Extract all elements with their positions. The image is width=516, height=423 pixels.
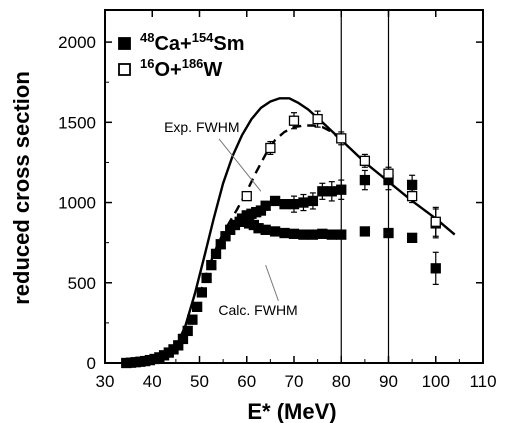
filled-square-marker [206, 259, 217, 271]
y-tick-label: 2000 [58, 33, 96, 52]
open-square-marker [430, 216, 441, 227]
filled-square-marker [288, 198, 300, 210]
filled-square-marker [260, 224, 271, 235]
x-tick-label: 30 [96, 372, 115, 391]
filled-square-marker [269, 226, 281, 237]
x-tick-label: 100 [422, 372, 450, 391]
y-tick-label: 0 [87, 354, 96, 373]
legend-label: 16O+186W [140, 56, 222, 81]
x-tick-label: 110 [469, 372, 496, 391]
filled-square-marker [196, 287, 208, 298]
y-tick-label: 500 [68, 274, 96, 293]
x-tick-label: 50 [190, 372, 209, 391]
x-axis-title: E* (MeV) [247, 399, 336, 423]
solid-curve [165, 97, 456, 361]
legend-label: 48Ca+154Sm [140, 30, 245, 55]
filled-square-marker [298, 229, 309, 240]
x-tick-label: 90 [379, 372, 398, 391]
filled-square-marker [406, 232, 418, 243]
x-tick-label: 60 [237, 372, 256, 391]
y-tick-label: 1000 [58, 194, 96, 213]
filled-square-marker [279, 198, 290, 210]
filled-square-marker [288, 228, 300, 239]
filled-square-marker [210, 248, 222, 260]
annotations: Exp. FWHM Calc. FWHM [164, 119, 298, 318]
open-square-marker [265, 142, 276, 154]
annotation-pointer [265, 264, 279, 302]
y-tick-label: 1500 [58, 113, 96, 132]
open-square-marker [312, 113, 323, 125]
filled-square-marker [269, 195, 281, 207]
filled-square-marker [359, 226, 371, 237]
axis-ticks: 30 40 50 60 70 80 90 100 110 0 500 1000 1500 2000 [58, 10, 497, 391]
filled-square-marker [201, 272, 212, 284]
filled-square-marker [326, 186, 337, 197]
open-square-marker [359, 155, 371, 166]
open-square-marker [336, 133, 347, 144]
filled-square-marker [187, 314, 198, 325]
filled-square-marker [430, 263, 441, 274]
data-points [121, 110, 441, 369]
filled-square-marker [307, 195, 319, 207]
x-tick-label: 40 [143, 372, 162, 391]
legend-open-square-icon [118, 63, 131, 76]
filled-square-marker [383, 227, 394, 239]
x-tick-label: 80 [332, 372, 351, 391]
x-tick-label: 70 [285, 372, 304, 391]
filled-square-marker [298, 197, 309, 208]
filled-square-marker [182, 325, 193, 337]
annotation-pointer [218, 138, 262, 192]
open-square-marker [383, 168, 394, 179]
open-square-marker [406, 190, 418, 202]
filled-square-marker [317, 186, 328, 197]
filled-square-marker [336, 229, 347, 240]
filled-square-marker [260, 200, 271, 211]
y-axis-title: reduced cross section [9, 71, 34, 305]
filled-square-marker [359, 174, 371, 186]
filled-square-marker [326, 229, 337, 240]
filled-square-marker [307, 229, 319, 240]
annotation-label: Exp. FWHM [164, 119, 239, 135]
legend-filled-square-icon [118, 37, 131, 50]
filled-square-marker [279, 227, 290, 239]
filled-square-marker [406, 179, 418, 191]
filled-square-marker [191, 301, 203, 312]
annotation-label: Calc. FWHM [218, 302, 297, 318]
open-square-marker [288, 115, 300, 126]
filled-square-marker [317, 228, 328, 239]
filled-square-marker [336, 184, 347, 195]
open-square-marker [241, 190, 252, 202]
